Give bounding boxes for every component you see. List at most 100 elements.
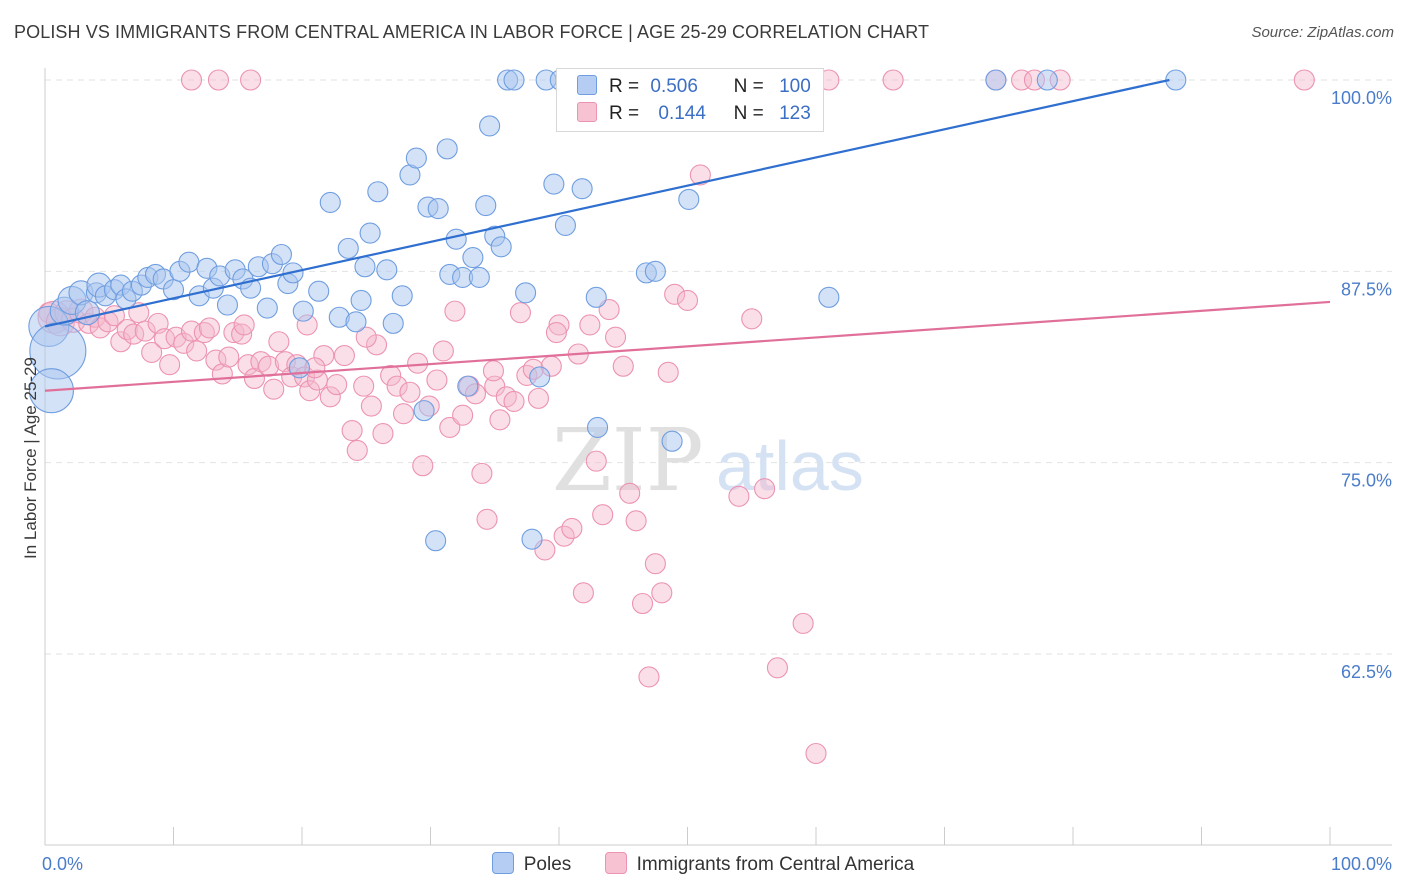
poles-point <box>436 138 458 160</box>
imm-r-value: 0.144 <box>658 103 706 124</box>
immigrants-point <box>134 320 156 342</box>
x-tick-label: 100.0% <box>1331 854 1392 874</box>
immigrants-point <box>268 331 290 353</box>
immigrants-point <box>380 364 402 386</box>
immigrants-point <box>110 331 132 353</box>
poles-point <box>521 528 543 550</box>
immigrants-point <box>207 69 230 91</box>
poles-point <box>479 115 501 137</box>
immigrants-point <box>489 409 511 431</box>
poles-point <box>445 228 467 250</box>
legend-label-immigrants: Immigrants from Central America <box>636 854 915 875</box>
y-tick-label: 87.5% <box>1341 279 1392 299</box>
immigrants-point <box>319 386 341 408</box>
immigrants-legend-swatch <box>604 852 627 874</box>
poles-point <box>405 147 427 169</box>
immigrants-point <box>638 666 660 688</box>
poles-point <box>354 256 376 278</box>
immigrants-point <box>360 395 382 417</box>
immigrants-point <box>572 582 594 604</box>
immigrants-point <box>766 657 789 679</box>
immigrants-point <box>882 69 904 91</box>
imm-n-value: 123 <box>779 103 811 124</box>
immigrants-point <box>545 322 567 344</box>
immigrants-point <box>553 525 575 547</box>
legend-item-immigrants: Immigrants from Central America <box>604 852 915 876</box>
poles-point <box>367 181 389 203</box>
immigrants-point <box>805 742 827 765</box>
immigrants-point <box>612 355 634 377</box>
immigrants-point <box>625 510 647 532</box>
poles-point <box>292 300 314 322</box>
poles-point <box>216 294 239 316</box>
poles-point <box>678 188 700 210</box>
y-tick-label: 75.0% <box>1341 471 1392 491</box>
correlation-legend: R = 0.506 N = 100 R = 0.144 N = 123 <box>556 68 824 132</box>
poles-point <box>585 286 607 308</box>
source-label: Source: ZipAtlas.com <box>1251 24 1394 41</box>
poles-point <box>382 312 404 334</box>
poles-point <box>503 69 525 91</box>
immigrants-point <box>392 403 415 425</box>
immigrants-point <box>240 69 262 91</box>
poles-point <box>985 69 1007 91</box>
immigrants-point <box>585 450 607 472</box>
poles-point <box>1036 69 1058 91</box>
immigrants-point <box>186 340 208 362</box>
tick-labels: 62.5% 75.0% 87.5% 100.0% 0.0% 100.0% <box>42 88 1392 874</box>
immigrants-point <box>173 332 195 354</box>
poles-point <box>586 416 609 439</box>
immigrants-point <box>432 340 454 362</box>
immigrants-point <box>1293 69 1315 91</box>
immigrants-point <box>205 349 227 371</box>
poles-point <box>178 251 200 273</box>
immigrants-point <box>579 314 601 336</box>
poles-point <box>661 430 683 452</box>
poles-legend-swatch <box>491 852 514 874</box>
imm-n-label: N = <box>733 103 764 124</box>
immigrants-point <box>333 344 355 367</box>
poles-point <box>554 214 576 236</box>
immigrants-point <box>341 419 363 442</box>
immigrants-point <box>689 164 711 186</box>
poles-point <box>162 279 185 301</box>
immigrants-point <box>728 485 750 507</box>
chart-title: POLISH VS IMMIGRANTS FROM CENTRAL AMERIC… <box>14 22 930 42</box>
poles-point <box>256 297 278 319</box>
poles-point <box>427 198 449 220</box>
poles-point <box>270 243 292 266</box>
poles-point <box>644 260 666 282</box>
immigrants-point <box>346 439 368 461</box>
poles-point <box>462 247 484 269</box>
immigrants-point <box>482 360 505 382</box>
immigrants-point <box>476 508 498 530</box>
immigrants-point <box>452 404 474 426</box>
poles-point <box>475 194 497 217</box>
immigrants-point <box>439 416 461 439</box>
bottom-legend: Poles Immigrants from Central America <box>0 852 1406 876</box>
poles-point <box>350 289 372 311</box>
poles-point <box>515 282 537 304</box>
immigrants-point <box>741 308 763 330</box>
immigrants-point <box>664 283 686 305</box>
immigrants-point <box>676 289 699 311</box>
poles-point <box>288 357 310 379</box>
poles-r-label: R = <box>609 76 640 97</box>
immigrants-point <box>233 314 255 336</box>
poles-point <box>319 191 341 214</box>
imm-r-label: R = <box>609 103 640 124</box>
y-tick-label: 100.0% <box>1331 88 1392 108</box>
immigrants-point <box>372 423 394 445</box>
y-tick-label: 62.5% <box>1341 662 1392 682</box>
poles-point <box>308 280 330 302</box>
immigrants-point <box>299 380 321 402</box>
immigrants-point <box>657 361 679 383</box>
immigrants-point <box>218 346 240 368</box>
poles-point <box>74 300 100 326</box>
immigrants-point <box>604 326 627 348</box>
immigrants-swatch <box>577 102 597 122</box>
axes <box>44 68 1392 846</box>
immigrants-point <box>592 504 614 526</box>
immigrants-point <box>159 354 181 376</box>
